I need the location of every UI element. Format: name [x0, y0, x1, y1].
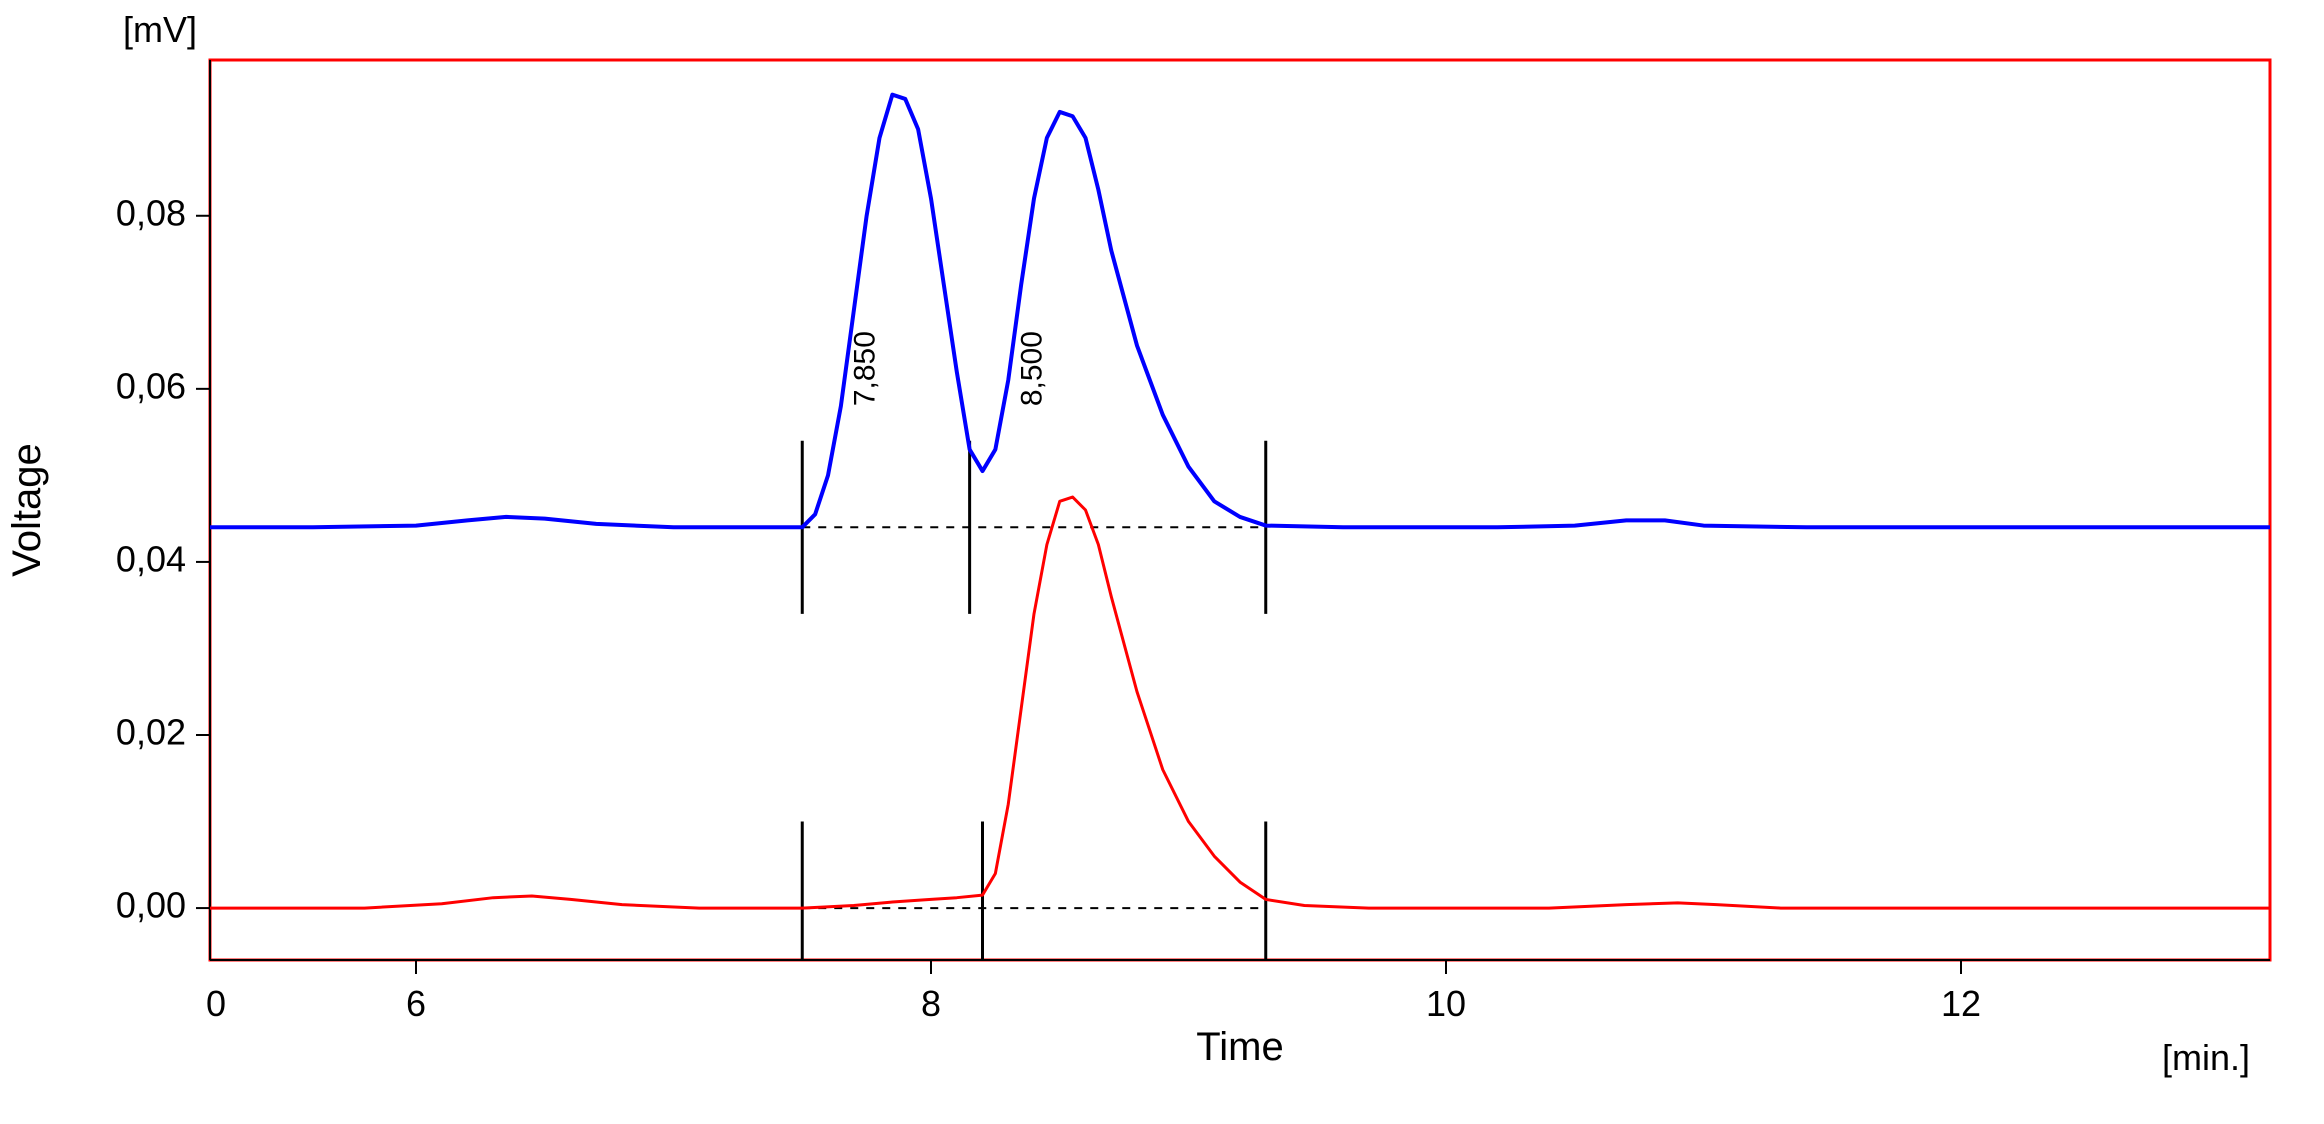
y-tick-label: 0,02: [116, 712, 186, 753]
x-tick-label: 10: [1426, 983, 1466, 1024]
y-tick-label: 0,00: [116, 885, 186, 926]
x-unit-label: [min.]: [2162, 1037, 2250, 1078]
x-tick-label: 8: [921, 983, 941, 1024]
y-tick-label: 0,06: [116, 365, 186, 406]
x-tick-label: 12: [1941, 983, 1981, 1024]
peak-retention-time-label: 7,850: [848, 331, 881, 406]
chromatogram-plot: 0,00 0,02 0,04 0,06 0,08 6 8 10 12 0 [mV] [min.] Vol…: [0, 0, 2324, 1124]
chart-background: [0, 0, 2324, 1124]
peak-retention-time-label: 8,500: [1016, 331, 1049, 406]
y-unit-label: [mV]: [123, 9, 197, 50]
x-axis-title: Time: [1196, 1025, 1283, 1069]
y-tick-label: 0,08: [116, 192, 186, 233]
y-axis-title: Voltage: [5, 443, 49, 576]
x-origin-label: 0: [206, 983, 226, 1024]
y-tick-label: 0,04: [116, 538, 186, 579]
x-tick-label: 6: [406, 983, 426, 1024]
